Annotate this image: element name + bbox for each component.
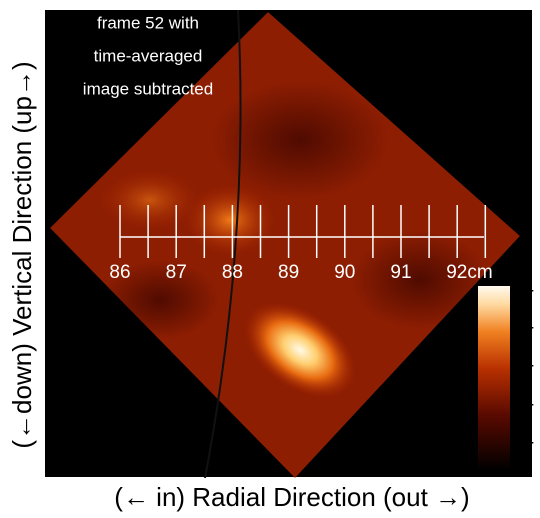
- annotation-line: time-averaged: [94, 46, 203, 65]
- scale-label: 89: [278, 262, 299, 283]
- x-axis-label: (← in) Radial Direction (out →): [114, 482, 469, 512]
- scale-label: 87: [166, 262, 187, 283]
- scale-label: 92cm: [446, 262, 492, 283]
- colorbar-label: 0.: [523, 431, 535, 447]
- image: [50, 12, 520, 478]
- annotation: frame 52 with time-averaged image subtra…: [83, 13, 213, 98]
- scale-label: 86: [109, 262, 130, 283]
- separatrix-line: [204, 9, 242, 479]
- annotation-line: image subtracted: [83, 79, 213, 98]
- colorbar-label: 2.: [523, 316, 535, 332]
- scale-label: 90: [334, 262, 355, 283]
- scale-label: 91: [390, 262, 411, 283]
- scale-label: 88: [222, 262, 243, 283]
- colorbar-label: 0.: [523, 393, 535, 409]
- colorbar-label: 1.: [523, 354, 535, 370]
- colorbar-ticks: 2. 2. 1. 0. 0.: [510, 279, 535, 447]
- colorbar-label: 2.: [523, 279, 535, 295]
- colorbar: [478, 286, 510, 470]
- annotation-line: frame 52 with: [97, 13, 199, 32]
- scale-bar: 86 87 88 89 90 91 92cm: [109, 205, 493, 283]
- y-axis-label: (←down) Vertical Direction (up→): [7, 61, 37, 448]
